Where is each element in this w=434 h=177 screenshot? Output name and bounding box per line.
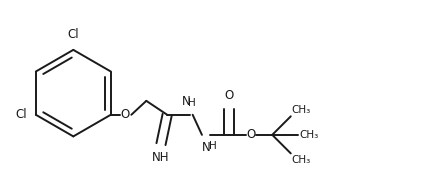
Text: Cl: Cl (68, 28, 79, 41)
Text: H: H (188, 98, 196, 108)
Text: N: N (181, 95, 191, 108)
Text: N: N (202, 141, 210, 154)
Text: O: O (224, 89, 233, 102)
Text: H: H (209, 141, 217, 151)
Text: O: O (121, 108, 130, 121)
Text: CH₃: CH₃ (299, 130, 319, 140)
Text: CH₃: CH₃ (292, 155, 311, 165)
Text: CH₃: CH₃ (292, 105, 311, 115)
Text: O: O (246, 128, 255, 141)
Text: Cl: Cl (16, 108, 27, 121)
Text: NH: NH (152, 151, 170, 164)
